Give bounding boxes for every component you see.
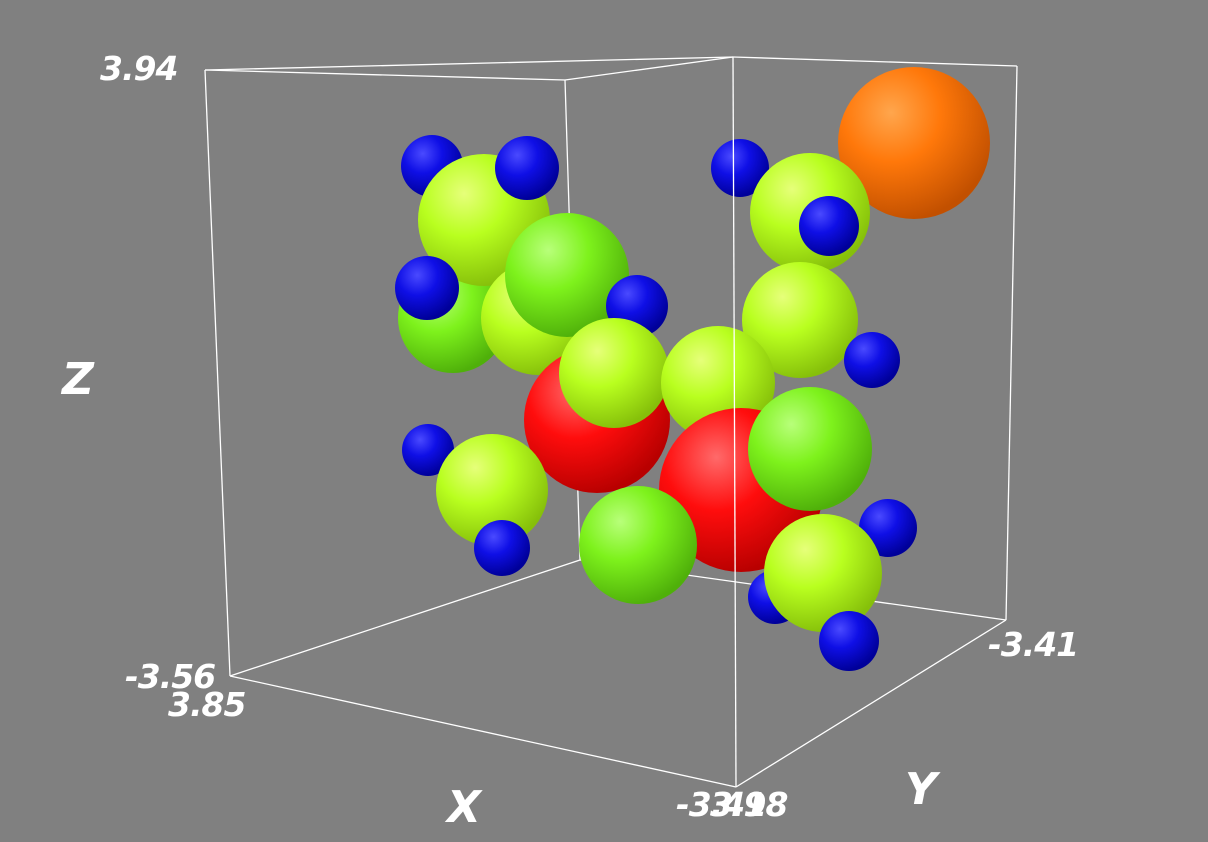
x-max-tick-label: -3.41 [676, 785, 767, 824]
carbon-atom[interactable] [742, 262, 858, 378]
hydrogen-atom[interactable] [402, 424, 454, 476]
hydrogen-atom[interactable] [474, 520, 530, 576]
y-min-tick-label: -3.41 [988, 625, 1079, 664]
bromine-atom[interactable] [838, 67, 990, 219]
carbon-atom[interactable] [436, 434, 548, 546]
hydrogen-atom[interactable] [711, 139, 769, 197]
carbon-atom[interactable] [559, 318, 669, 428]
x-min-tick-label: 3.85 [168, 685, 246, 724]
hydrogen-atom[interactable] [395, 256, 459, 320]
y-max-tick-label: 3.98 [710, 785, 788, 824]
atoms [395, 67, 990, 671]
hydrogen-atom[interactable] [495, 136, 559, 200]
y-axis-title: Y [905, 764, 937, 815]
z-min-tick-label: -3.56 [125, 657, 216, 696]
carbon-atom[interactable] [579, 486, 697, 604]
carbon-atom[interactable] [505, 213, 629, 337]
z-max-tick-label: 3.94 [100, 49, 178, 88]
x-axis-title: X [447, 782, 481, 833]
hydrogen-atom[interactable] [799, 196, 859, 256]
bounding-box-front [204, 56, 1018, 788]
carbon-atom[interactable] [764, 514, 882, 632]
hydrogen-atom[interactable] [844, 332, 900, 388]
hydrogen-atom[interactable] [819, 611, 879, 671]
z-axis-title: Z [62, 354, 94, 405]
carbon-atom[interactable] [748, 387, 872, 511]
